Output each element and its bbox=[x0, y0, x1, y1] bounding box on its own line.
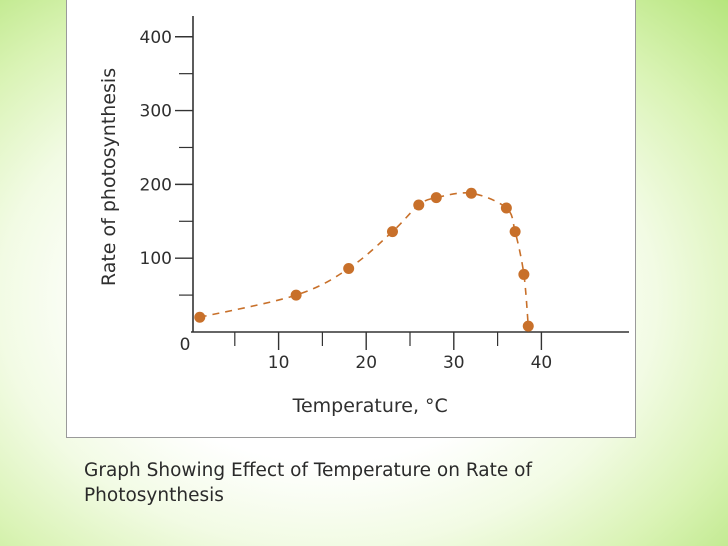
data-point bbox=[430, 192, 442, 204]
chart: 100 200 300 400 0 10 20 30 40 Temperature, °C Ra… bbox=[98, 16, 629, 417]
data-point bbox=[522, 320, 534, 332]
data-point bbox=[343, 263, 355, 275]
chart-panel: 100 200 300 400 0 10 20 30 40 Temperature, °C Ra… bbox=[66, 0, 636, 438]
series-line bbox=[199, 192, 530, 327]
data-point bbox=[509, 226, 521, 238]
y-axis-title: Rate of photosynthesis bbox=[98, 68, 120, 286]
data-point bbox=[413, 199, 425, 211]
x-tick-label: 20 bbox=[355, 353, 377, 373]
y-tick-label: 200 bbox=[140, 175, 172, 195]
x-axis-title: Temperature, °C bbox=[292, 395, 448, 417]
figure-caption: Graph Showing Effect of Temperature on R… bbox=[84, 460, 532, 506]
data-point bbox=[194, 311, 206, 323]
axes bbox=[175, 16, 629, 350]
y-tick-label: 100 bbox=[140, 249, 172, 269]
tick-labels: 100 200 300 400 0 10 20 30 40 bbox=[140, 28, 553, 373]
data-point bbox=[386, 226, 398, 238]
x-tick-label: 30 bbox=[443, 353, 465, 373]
data-point bbox=[465, 187, 477, 199]
data-points bbox=[194, 187, 534, 332]
y-tick-label: 400 bbox=[140, 28, 172, 48]
x-tick-label: 10 bbox=[268, 353, 290, 373]
data-point bbox=[500, 202, 512, 214]
x-tick-label: 0 bbox=[180, 335, 191, 355]
x-tick-label: 40 bbox=[531, 353, 553, 373]
y-tick-label: 300 bbox=[140, 102, 172, 122]
data-point bbox=[518, 268, 530, 280]
data-point bbox=[290, 289, 302, 301]
